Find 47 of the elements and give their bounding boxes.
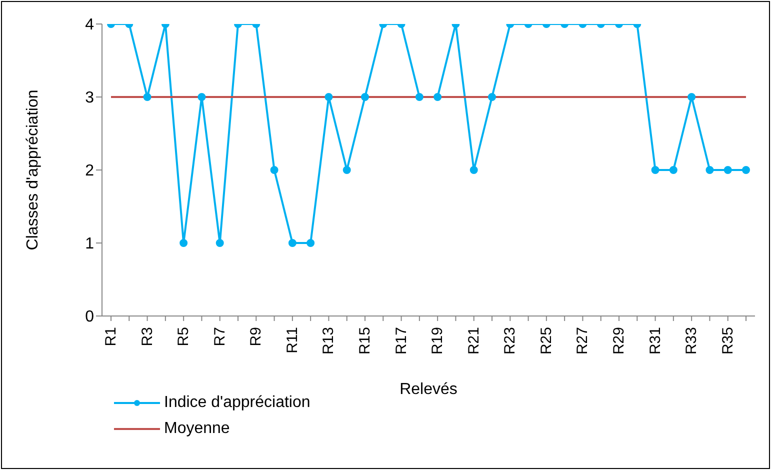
point bbox=[342, 166, 351, 174]
x-tick-label: R29 bbox=[610, 327, 628, 355]
x-tick-label: R19 bbox=[429, 327, 446, 355]
point bbox=[216, 239, 224, 247]
point bbox=[180, 239, 188, 247]
y-tick-label: 4 bbox=[85, 16, 94, 34]
point bbox=[470, 166, 478, 174]
point bbox=[434, 93, 442, 101]
x-tick-label: R25 bbox=[538, 327, 555, 355]
x-axis-title: Relevés bbox=[400, 381, 458, 398]
point bbox=[324, 93, 333, 101]
y-tick-label: 3 bbox=[85, 90, 94, 107]
point bbox=[724, 166, 732, 174]
x-tick-label: R5 bbox=[175, 327, 192, 346]
point bbox=[742, 166, 750, 174]
x-tick-label: R17 bbox=[392, 327, 410, 355]
x-tick-label: R35 bbox=[719, 327, 736, 355]
point bbox=[361, 93, 369, 101]
x-tick-label: R33 bbox=[683, 327, 700, 355]
x-tick-label: R11 bbox=[284, 327, 301, 354]
point bbox=[198, 93, 206, 101]
point bbox=[669, 166, 678, 174]
x-tick-label: R9 bbox=[248, 327, 265, 346]
x-tick-label: R27 bbox=[574, 327, 592, 355]
x-tick-label: R3 bbox=[138, 327, 156, 346]
x-tick-label: R15 bbox=[356, 327, 374, 355]
x-tick-label: R31 bbox=[646, 327, 664, 355]
point bbox=[270, 166, 278, 174]
legend-label: Moyenne bbox=[164, 420, 230, 438]
y-tick-label: 0 bbox=[85, 308, 94, 326]
x-tick-label: R13 bbox=[320, 327, 338, 355]
point bbox=[143, 93, 152, 101]
point bbox=[288, 239, 296, 247]
x-tick-label: R21 bbox=[465, 327, 482, 355]
y-axis-title: Classes d'appréciation bbox=[24, 90, 42, 250]
point bbox=[706, 166, 714, 174]
x-tick-label: R7 bbox=[211, 327, 228, 346]
x-tick-label: R23 bbox=[502, 327, 519, 355]
y-tick-label: 1 bbox=[85, 236, 94, 253]
x-tick-label: R1 bbox=[102, 327, 120, 346]
point bbox=[651, 166, 660, 174]
point bbox=[688, 93, 696, 101]
point bbox=[306, 239, 315, 247]
y-tick-label: 2 bbox=[85, 162, 94, 180]
point bbox=[488, 93, 496, 101]
legend-label: Indice d'appréciation bbox=[164, 394, 310, 412]
point bbox=[415, 93, 424, 101]
